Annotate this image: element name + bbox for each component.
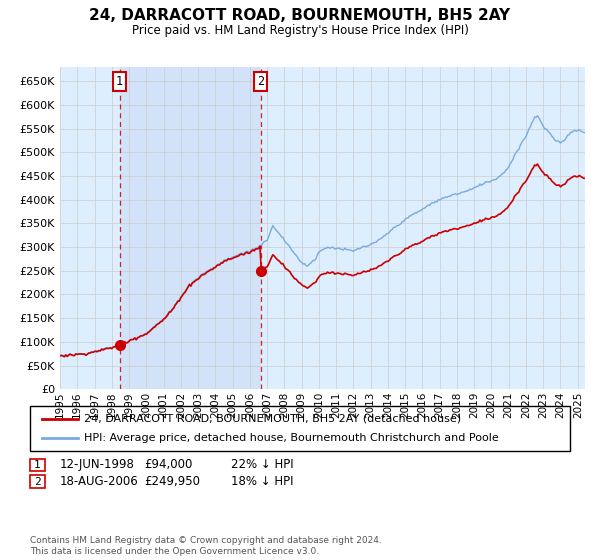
Bar xyxy=(119,67,260,389)
Text: 2: 2 xyxy=(34,477,41,487)
Text: HPI: Average price, detached house, Bournemouth Christchurch and Poole: HPI: Average price, detached house, Bour… xyxy=(84,433,499,444)
Text: 18% ↓ HPI: 18% ↓ HPI xyxy=(231,475,293,488)
Text: Contains HM Land Registry data © Crown copyright and database right 2024.
This d: Contains HM Land Registry data © Crown c… xyxy=(30,536,382,556)
Text: 12-JUN-1998: 12-JUN-1998 xyxy=(60,458,135,472)
Text: 18-AUG-2006: 18-AUG-2006 xyxy=(60,475,139,488)
Text: 24, DARRACOTT ROAD, BOURNEMOUTH, BH5 2AY (detached house): 24, DARRACOTT ROAD, BOURNEMOUTH, BH5 2AY… xyxy=(84,413,461,423)
Text: 22% ↓ HPI: 22% ↓ HPI xyxy=(231,458,293,472)
Text: 2: 2 xyxy=(257,75,264,88)
Text: £249,950: £249,950 xyxy=(144,475,200,488)
Text: 1: 1 xyxy=(116,75,123,88)
Text: Price paid vs. HM Land Registry's House Price Index (HPI): Price paid vs. HM Land Registry's House … xyxy=(131,24,469,36)
Text: 24, DARRACOTT ROAD, BOURNEMOUTH, BH5 2AY: 24, DARRACOTT ROAD, BOURNEMOUTH, BH5 2AY xyxy=(89,8,511,24)
Text: £94,000: £94,000 xyxy=(144,458,193,472)
Text: 1: 1 xyxy=(34,460,41,470)
